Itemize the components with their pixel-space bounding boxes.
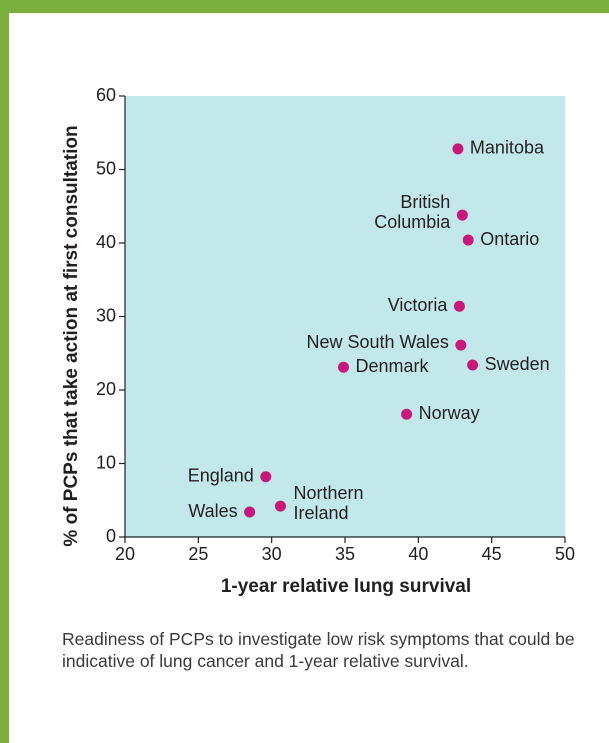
y-tick-label: 60 (96, 85, 116, 105)
point-label: Norway (419, 403, 480, 423)
x-tick-label: 20 (115, 544, 135, 564)
point (260, 471, 272, 483)
y-tick-label: 50 (96, 158, 116, 178)
point-label: Victoria (388, 295, 449, 315)
point-label: Ontario (480, 229, 539, 249)
point (452, 143, 464, 155)
x-tick-label: 50 (555, 544, 575, 564)
point-label: Sweden (485, 354, 550, 374)
point (401, 408, 413, 420)
plot-area (125, 96, 565, 537)
point-label: England (188, 465, 254, 485)
caption: Readiness of PCPs to investigate low ris… (62, 629, 575, 671)
y-axis-label: % of PCPs that take action at first cons… (61, 125, 82, 546)
y-tick-label: 20 (96, 379, 116, 399)
point-label: Manitoba (470, 138, 545, 158)
x-axis-label: 1-year relative lung survival (221, 576, 471, 597)
x-tick-label: 40 (408, 544, 428, 564)
x-tick-label: 45 (482, 544, 502, 564)
point (456, 209, 468, 221)
point (338, 361, 350, 373)
point-label: Ireland (293, 503, 348, 523)
x-tick-label: 30 (262, 544, 282, 564)
chart: 0 10 20 30 40 50 60 20 25 30 35 40 45 50 Manitoba Briti… (61, 85, 575, 597)
point (462, 234, 474, 246)
point (453, 300, 465, 312)
point-label: Denmark (356, 356, 430, 376)
x-tick-label: 25 (188, 544, 208, 564)
x-tick-label: 35 (335, 544, 355, 564)
y-tick-label: 10 (96, 452, 116, 472)
point-label: Northern (293, 483, 363, 503)
point-label: New South Wales (306, 332, 448, 352)
point (455, 339, 467, 351)
point (467, 359, 479, 371)
left-band (0, 0, 9, 743)
y-tick-label: 30 (96, 305, 116, 325)
y-tick-label: 0 (106, 526, 116, 546)
point (244, 506, 256, 518)
point-label: Wales (188, 501, 237, 521)
y-tick-label: 40 (96, 232, 116, 252)
point-label: Columbia (374, 212, 451, 232)
point (274, 500, 286, 512)
top-band (0, 0, 609, 13)
point-label: British (400, 192, 450, 212)
